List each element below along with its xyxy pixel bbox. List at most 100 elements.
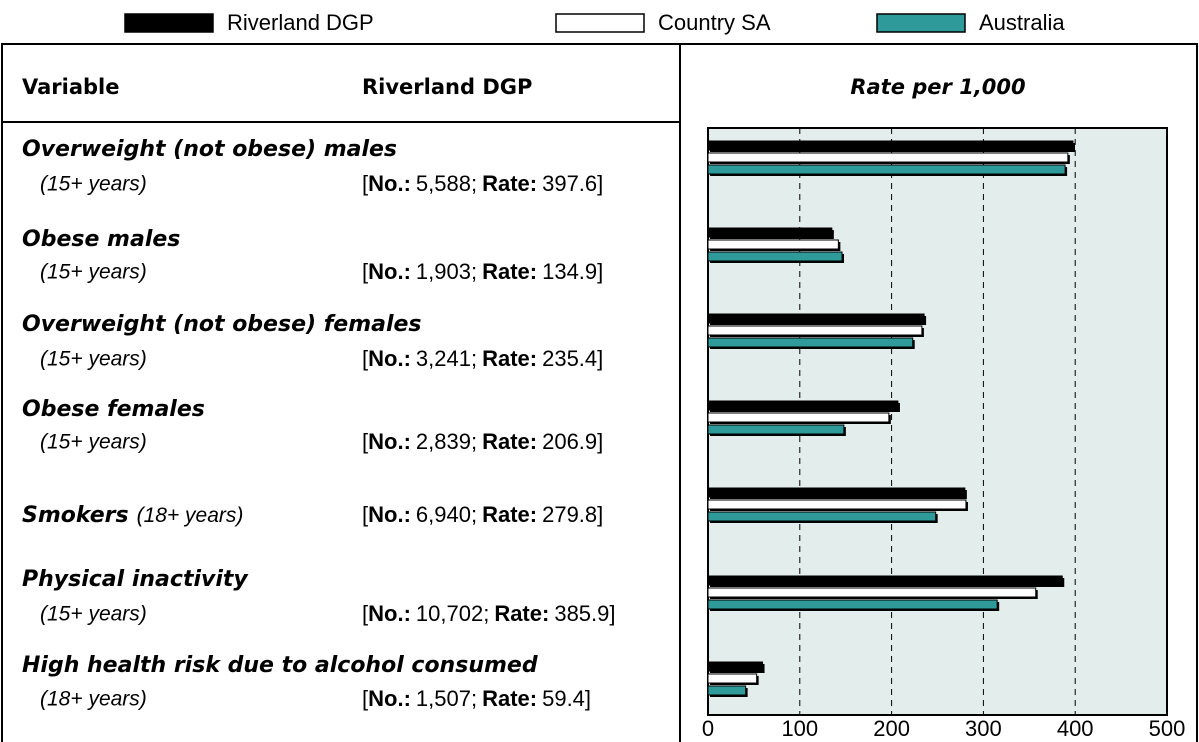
bracket: ] xyxy=(585,686,591,711)
bracket: [ xyxy=(362,346,368,371)
bar xyxy=(707,251,843,262)
bracket: ] xyxy=(597,429,603,454)
bracket: ] xyxy=(597,502,603,527)
rate-label: Rate: xyxy=(482,171,537,196)
rate: 59.4 xyxy=(542,686,585,711)
count-label: No.: xyxy=(368,259,411,284)
separator: ; xyxy=(471,346,477,371)
legend-swatch xyxy=(555,13,645,33)
chart-title: Rate per 1,000 xyxy=(850,75,1025,99)
separator: ; xyxy=(471,171,477,196)
legend-label: Country SA xyxy=(658,10,771,35)
count: 1,903 xyxy=(416,259,471,284)
variable-name: Obese males xyxy=(22,227,180,252)
bracket: ] xyxy=(597,259,603,284)
row-stats: [No.: 6,940; Rate: 279.8] xyxy=(362,502,603,527)
count: 1,507 xyxy=(416,686,471,711)
bar xyxy=(707,499,967,510)
variable-label: Overweight (not obese) males xyxy=(22,137,397,162)
separator: ; xyxy=(471,686,477,711)
bar xyxy=(707,400,899,411)
bar xyxy=(707,424,845,435)
count-label: No.: xyxy=(368,601,411,626)
bracket: [ xyxy=(362,502,368,527)
x-tick-label: 0 xyxy=(702,716,714,741)
bar xyxy=(707,325,923,336)
age-note: (15+ years) xyxy=(40,173,147,196)
rate: 206.9 xyxy=(542,429,597,454)
variable-label: High health risk due to alcohol consumed xyxy=(22,653,538,678)
variable-label: Overweight (not obese) females xyxy=(22,312,422,337)
variable-name: High health risk due to alcohol consumed xyxy=(22,653,538,678)
separator: ; xyxy=(471,429,477,454)
variable-name: Overweight (not obese) females xyxy=(22,312,422,337)
row-stats: [No.: 2,839; Rate: 206.9] xyxy=(362,429,603,454)
count: 2,839 xyxy=(416,429,471,454)
bracket: [ xyxy=(362,686,368,711)
bar xyxy=(707,239,839,250)
rate: 385.9 xyxy=(554,601,609,626)
separator: ; xyxy=(471,259,477,284)
bar xyxy=(707,140,1074,151)
count-label: No.: xyxy=(368,502,411,527)
bar xyxy=(707,313,925,324)
bar xyxy=(707,673,758,684)
column-header: Riverland DGP xyxy=(362,75,532,99)
variable-name: Physical inactivity xyxy=(22,567,249,592)
legend-swatch xyxy=(876,13,966,33)
bracket: ] xyxy=(609,601,615,626)
count-label: No.: xyxy=(368,429,411,454)
rate-label: Rate: xyxy=(482,429,537,454)
x-tick-label: 400 xyxy=(1057,716,1094,741)
bar xyxy=(707,511,937,522)
table-frame xyxy=(1,43,1198,742)
x-tick-label: 300 xyxy=(965,716,1002,741)
bar xyxy=(707,587,1037,598)
row-stats: [No.: 1,903; Rate: 134.9] xyxy=(362,259,603,284)
row-stats: [No.: 3,241; Rate: 235.4] xyxy=(362,346,603,371)
row-stats: [No.: 5,588; Rate: 397.6] xyxy=(362,171,603,196)
bracket: [ xyxy=(362,429,368,454)
rate-label: Rate: xyxy=(482,346,537,371)
variable-label: Smokers xyxy=(22,503,129,528)
rate: 397.6 xyxy=(542,171,597,196)
x-tick-label: 100 xyxy=(781,716,818,741)
row-stats: [No.: 10,702; Rate: 385.9] xyxy=(362,601,616,626)
bar xyxy=(707,152,1069,163)
age-note: (18+ years) xyxy=(137,504,244,527)
bracket: ] xyxy=(597,171,603,196)
legend-label: Riverland DGP xyxy=(227,10,374,35)
bracket: [ xyxy=(362,259,368,284)
legend-label: Australia xyxy=(979,10,1065,35)
count: 3,241 xyxy=(416,346,471,371)
age-note: (15+ years) xyxy=(40,431,147,454)
row-stats: [No.: 1,507; Rate: 59.4] xyxy=(362,686,591,711)
variable-label: Physical inactivity xyxy=(22,567,249,592)
bar xyxy=(707,599,998,610)
rate-label: Rate: xyxy=(494,601,549,626)
age-note: (15+ years) xyxy=(40,603,147,626)
bracket: [ xyxy=(362,171,368,196)
age-note: (15+ years) xyxy=(40,348,147,371)
count: 5,588 xyxy=(416,171,471,196)
variable-name: Overweight (not obese) males xyxy=(22,137,397,162)
separator: ; xyxy=(483,601,489,626)
rate: 235.4 xyxy=(542,346,597,371)
bar xyxy=(707,685,747,696)
variable-label: Obese males xyxy=(22,227,180,252)
age-note: (18+ years) xyxy=(40,688,147,711)
rate-label: Rate: xyxy=(482,259,537,284)
variable-name: Obese females xyxy=(22,397,205,422)
variable-label: Obese females xyxy=(22,397,205,422)
separator: ; xyxy=(471,502,477,527)
x-tick-label: 200 xyxy=(873,716,910,741)
bracket: [ xyxy=(362,601,368,626)
rate-label: Rate: xyxy=(482,502,537,527)
legend-swatch xyxy=(124,13,214,33)
bar xyxy=(707,487,966,498)
variable-name: Smokers (18+ years) xyxy=(22,503,243,528)
column-header: Variable xyxy=(22,75,119,99)
bar xyxy=(707,661,764,672)
bar xyxy=(707,337,914,348)
